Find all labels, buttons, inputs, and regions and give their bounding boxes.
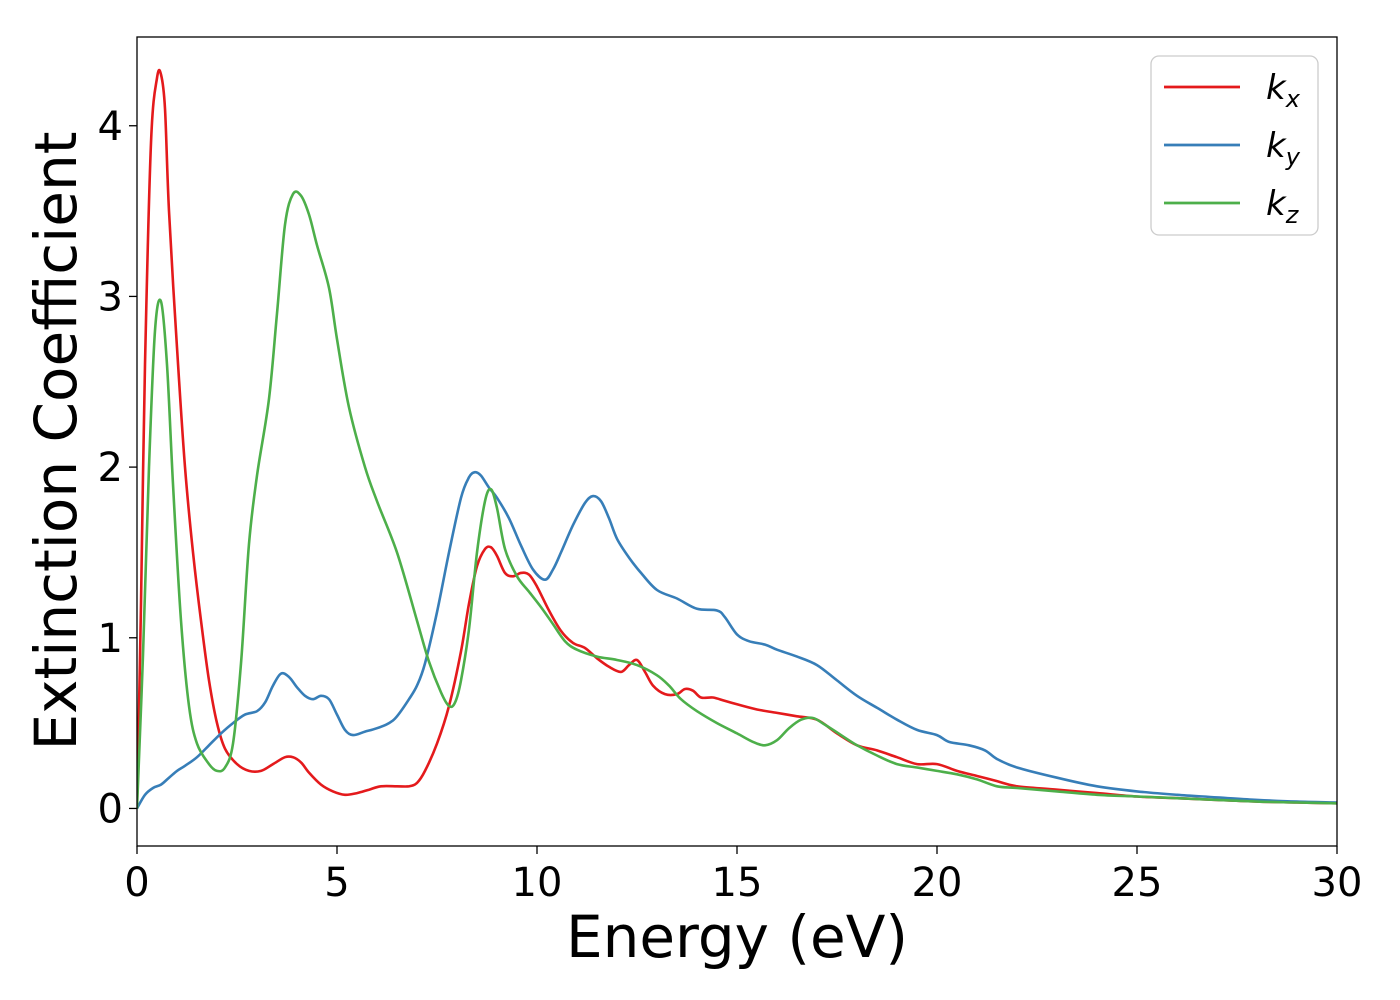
x-axis: 0 5 10 15 20 25 30 xyxy=(124,846,1362,906)
legend-label-kz: kz xyxy=(1266,184,1300,229)
legend: kx ky kz xyxy=(1150,55,1319,236)
y-axis-title: Extinction Coefficient xyxy=(22,132,90,751)
x-tick-label: 30 xyxy=(1312,860,1363,906)
x-tick-label: 20 xyxy=(912,860,963,906)
series-line-kx xyxy=(137,68,1337,809)
x-tick-label: 0 xyxy=(124,860,149,906)
y-tick-label: 4 xyxy=(98,104,123,150)
x-tick-label: 25 xyxy=(1112,860,1163,906)
x-tick-label: 10 xyxy=(512,860,563,906)
legend-label-ky: ky xyxy=(1266,126,1301,171)
y-tick-label: 2 xyxy=(98,445,123,491)
x-tick-label: 5 xyxy=(324,860,349,906)
y-tick-label: 3 xyxy=(98,274,123,320)
series-line-kz xyxy=(137,190,1337,809)
y-tick-label: 1 xyxy=(98,616,123,662)
y-axis: 0 1 2 3 4 xyxy=(98,104,137,832)
series-layer xyxy=(137,68,1337,810)
legend-label-kx: kx xyxy=(1266,68,1301,113)
y-tick-label: 0 xyxy=(98,786,123,832)
series-line-ky xyxy=(137,470,1337,810)
x-axis-title: Energy (eV) xyxy=(566,903,908,971)
x-tick-label: 15 xyxy=(712,860,763,906)
